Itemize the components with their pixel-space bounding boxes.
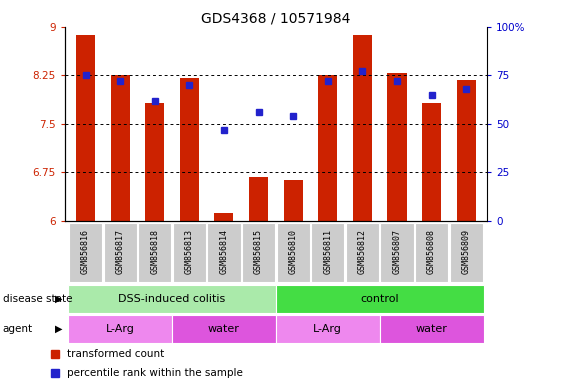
Text: GSM856818: GSM856818 [150, 229, 159, 274]
Text: L-Arg: L-Arg [106, 324, 135, 334]
Text: water: water [415, 324, 448, 334]
Bar [138, 223, 171, 282]
Text: L-Arg: L-Arg [314, 324, 342, 334]
Text: GSM856812: GSM856812 [358, 229, 367, 274]
Bar [173, 223, 206, 282]
Bar [415, 223, 448, 282]
Text: control: control [360, 294, 399, 304]
Bar [172, 315, 276, 343]
Bar [249, 177, 268, 221]
Text: GSM856808: GSM856808 [427, 229, 436, 274]
Bar [353, 35, 372, 221]
Bar [180, 78, 199, 221]
Bar [450, 223, 483, 282]
Text: GSM856814: GSM856814 [220, 229, 229, 274]
Text: transformed count: transformed count [68, 349, 164, 359]
Text: GSM856813: GSM856813 [185, 229, 194, 274]
Bar [311, 223, 345, 282]
Bar [68, 285, 276, 313]
Text: GSM856811: GSM856811 [323, 229, 332, 274]
Bar [379, 315, 484, 343]
Bar [68, 315, 172, 343]
Bar [145, 103, 164, 221]
Bar [284, 180, 303, 221]
Text: percentile rank within the sample: percentile rank within the sample [68, 368, 243, 378]
Bar [381, 223, 414, 282]
Text: agent: agent [3, 324, 33, 334]
Text: GSM856816: GSM856816 [81, 229, 90, 274]
Text: GSM856810: GSM856810 [289, 229, 298, 274]
Bar [76, 35, 95, 221]
Text: water: water [208, 324, 240, 334]
Bar [110, 75, 129, 221]
Text: GSM856809: GSM856809 [462, 229, 471, 274]
Bar [276, 285, 484, 313]
Bar [318, 75, 337, 221]
Bar [346, 223, 379, 282]
Text: DSS-induced colitis: DSS-induced colitis [118, 294, 226, 304]
Bar [242, 223, 275, 282]
Bar [276, 223, 310, 282]
Bar [457, 80, 476, 221]
Bar [276, 315, 379, 343]
Text: GSM856807: GSM856807 [392, 229, 401, 274]
Title: GDS4368 / 10571984: GDS4368 / 10571984 [201, 12, 351, 26]
Bar [422, 103, 441, 221]
Text: ▶: ▶ [55, 324, 62, 334]
Bar [69, 223, 102, 282]
Bar [207, 223, 240, 282]
Text: GSM856817: GSM856817 [115, 229, 124, 274]
Bar [215, 213, 234, 221]
Text: disease state: disease state [3, 294, 72, 304]
Text: ▶: ▶ [55, 294, 62, 304]
Text: GSM856815: GSM856815 [254, 229, 263, 274]
Bar [387, 73, 406, 221]
Bar [104, 223, 137, 282]
